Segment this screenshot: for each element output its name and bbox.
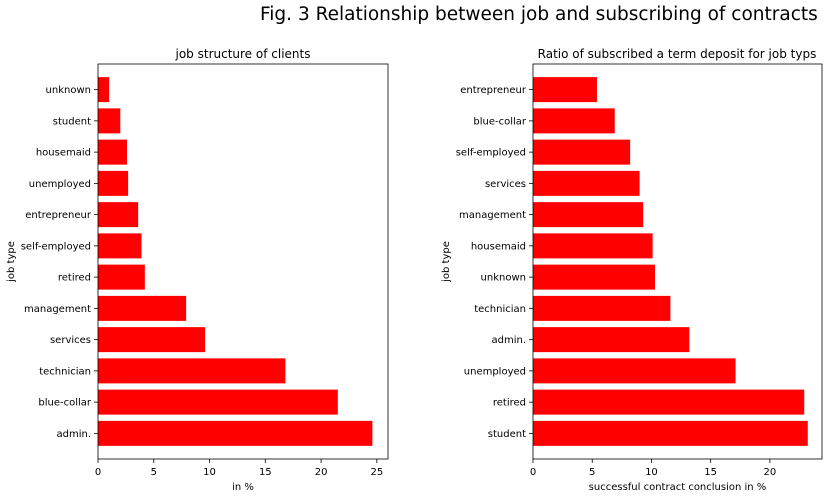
y-tick-label-admin: admin. (491, 335, 526, 346)
bar-entrepreneur (98, 202, 139, 228)
x-tick-label: 0 (530, 467, 536, 478)
bar-unknown (98, 77, 110, 103)
x-tick-label: 15 (259, 467, 272, 478)
bar-admin (533, 327, 690, 353)
y-tick-label-management: management (24, 304, 91, 315)
y-tick-label-self-employed: self-employed (21, 241, 91, 252)
x-tick-label: 0 (95, 467, 101, 478)
y-tick-label-entrepreneur: entrepreneur (25, 210, 92, 221)
y-tick-label-student: student (488, 429, 526, 440)
y-tick-label-housemaid: housemaid (36, 148, 91, 159)
y-tick-label-self-employed: self-employed (456, 148, 526, 159)
y-tick-label-housemaid: housemaid (471, 241, 526, 252)
bar-retired (98, 264, 145, 290)
bar-technician (98, 358, 286, 384)
x-tick-label: 20 (315, 467, 328, 478)
axes-frame (97, 63, 389, 460)
bar-unemployed (98, 170, 129, 196)
chart-subscription-ratio: Ratio of subscribed a term deposit for j… (441, 47, 823, 493)
bar-management (533, 202, 644, 228)
bar-housemaid (533, 233, 653, 259)
y-tick-label-technician: technician (474, 304, 526, 315)
x-tick-label: 10 (203, 467, 216, 478)
y-tick-label-unemployed: unemployed (29, 179, 91, 190)
bar-self-employed (98, 233, 142, 259)
x-tick-label: 25 (370, 467, 383, 478)
bar-admin (98, 420, 373, 446)
bar-unknown (533, 264, 655, 290)
bar-services (98, 327, 206, 353)
y-tick-label-retired: retired (493, 398, 526, 409)
y-axis-label: job type (441, 241, 452, 283)
chart-title: job structure of clients (175, 47, 311, 61)
x-tick-label: 15 (704, 467, 717, 478)
y-axis-label: job type (6, 241, 17, 283)
bar-blue-collar (533, 108, 615, 134)
y-tick-label-management: management (459, 210, 526, 221)
x-axis-label: in % (232, 482, 254, 493)
y-tick-label-services: services (50, 335, 91, 346)
y-tick-label-unknown: unknown (46, 85, 91, 96)
x-tick-label: 10 (645, 467, 658, 478)
bar-technician (533, 295, 671, 321)
bar-unemployed (533, 358, 736, 384)
y-tick-label-technician: technician (39, 366, 91, 377)
x-axis-label: successful contract conclusion in % (589, 482, 767, 493)
axes-frame (532, 63, 823, 460)
bar-student (533, 420, 808, 446)
bar-retired (533, 389, 805, 415)
chart-title: Ratio of subscribed a term deposit for j… (538, 47, 817, 61)
bar-housemaid (98, 139, 127, 165)
figure-title: Fig. 3 Relationship between job and subs… (260, 4, 818, 25)
chart-job-structure: job structure of clients admin. blue-colla… (6, 47, 389, 493)
y-tick-label-blue-collar: blue-collar (473, 116, 527, 127)
bar-student (98, 108, 121, 134)
x-tick-label: 20 (764, 467, 777, 478)
y-tick-label-entrepreneur: entrepreneur (460, 85, 527, 96)
y-tick-label-unknown: unknown (481, 273, 526, 284)
x-tick-label: 5 (589, 467, 595, 478)
bar-blue-collar (98, 389, 338, 415)
x-tick-label: 5 (151, 467, 157, 478)
bar-entrepreneur (533, 77, 597, 103)
y-tick-label-unemployed: unemployed (464, 366, 526, 377)
y-tick-label-student: student (53, 116, 91, 127)
bar-management (98, 295, 187, 321)
y-tick-label-blue-collar: blue-collar (38, 398, 92, 409)
bar-self-employed (533, 139, 631, 165)
y-tick-label-services: services (485, 179, 526, 190)
y-tick-label-retired: retired (58, 273, 91, 284)
y-tick-label-admin: admin. (56, 429, 91, 440)
bar-services (533, 170, 640, 196)
